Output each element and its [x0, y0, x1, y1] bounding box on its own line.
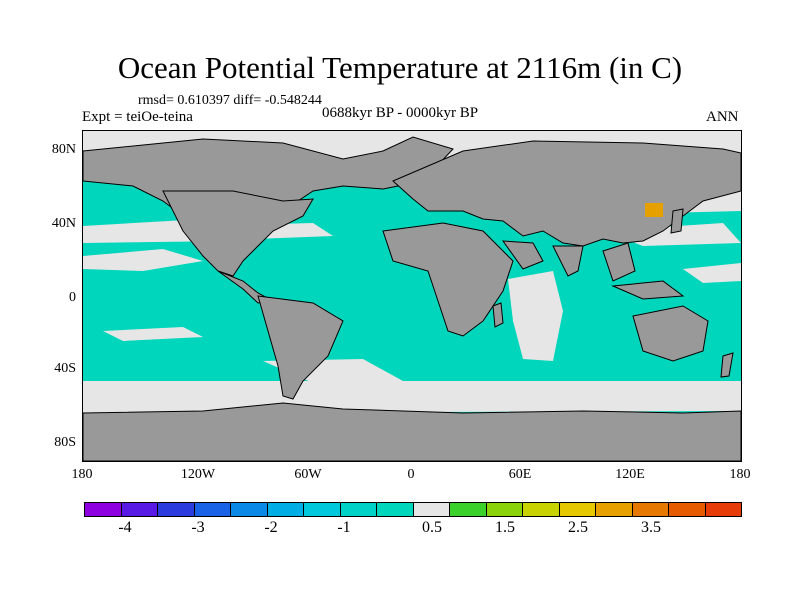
colorbar-swatch	[559, 503, 596, 516]
colorbar-swatch	[194, 503, 231, 516]
lon-label-120w: 120W	[180, 467, 216, 482]
period-label: 0688kyr BP - 0000kyr BP	[322, 105, 479, 121]
colorbar-label: 3.5	[641, 519, 661, 536]
map-title: Ocean Potential Temperature at 2116m (in…	[117, 50, 683, 85]
colorbar-label: -3	[191, 519, 205, 536]
colorbar	[84, 502, 742, 517]
rmsd-diff-stats: rmsd= 0.610397 diff= -0.548244	[138, 93, 322, 108]
map-panel	[82, 130, 742, 462]
colorbar-swatch	[523, 503, 560, 516]
lon-label-60e: 60E	[508, 467, 532, 482]
lat-label-40s: 40S	[54, 361, 76, 376]
lat-label-80n: 80N	[51, 142, 76, 157]
colorbar-swatch	[267, 503, 304, 516]
lon-label-0: 0	[407, 467, 415, 482]
colorbar-swatch	[340, 503, 377, 516]
colorbar-swatch	[231, 503, 268, 516]
experiment-label: Expt = teiOe-teina	[82, 109, 193, 125]
season-label: ANN	[706, 109, 739, 125]
colorbar-swatch	[121, 503, 158, 516]
colorbar-label: 0.5	[422, 519, 442, 536]
colorbar-swatch	[304, 503, 341, 516]
lon-label-180-right: 180	[729, 467, 751, 482]
colorbar-swatch	[85, 503, 122, 516]
world-map	[83, 131, 741, 461]
lat-label-80s: 80S	[54, 435, 76, 450]
warm-anomaly-patch	[645, 203, 663, 217]
colorbar-swatch	[413, 503, 450, 516]
colorbar-label: 1.5	[495, 519, 515, 536]
lon-label-120e: 120E	[615, 467, 645, 482]
colorbar-swatch	[377, 503, 414, 516]
colorbar-swatch	[450, 503, 487, 516]
colorbar-label: -1	[337, 519, 351, 536]
colorbar-swatch	[158, 503, 195, 516]
land-masses	[83, 136, 741, 461]
colorbar-swatch	[486, 503, 523, 516]
colorbar-swatch	[632, 503, 669, 516]
colorbar-label: -2	[264, 519, 278, 536]
lon-label-60w: 60W	[294, 467, 322, 482]
lon-label-180-left: 180	[71, 467, 93, 482]
colorbar-swatch	[596, 503, 633, 516]
colorbar-swatch	[705, 503, 741, 516]
colorbar-swatch	[669, 503, 706, 516]
lat-label-0: 0	[69, 290, 76, 305]
colorbar-label: -4	[118, 519, 132, 536]
colorbar-label: 2.5	[568, 519, 588, 536]
lat-label-40n: 40N	[51, 216, 76, 231]
